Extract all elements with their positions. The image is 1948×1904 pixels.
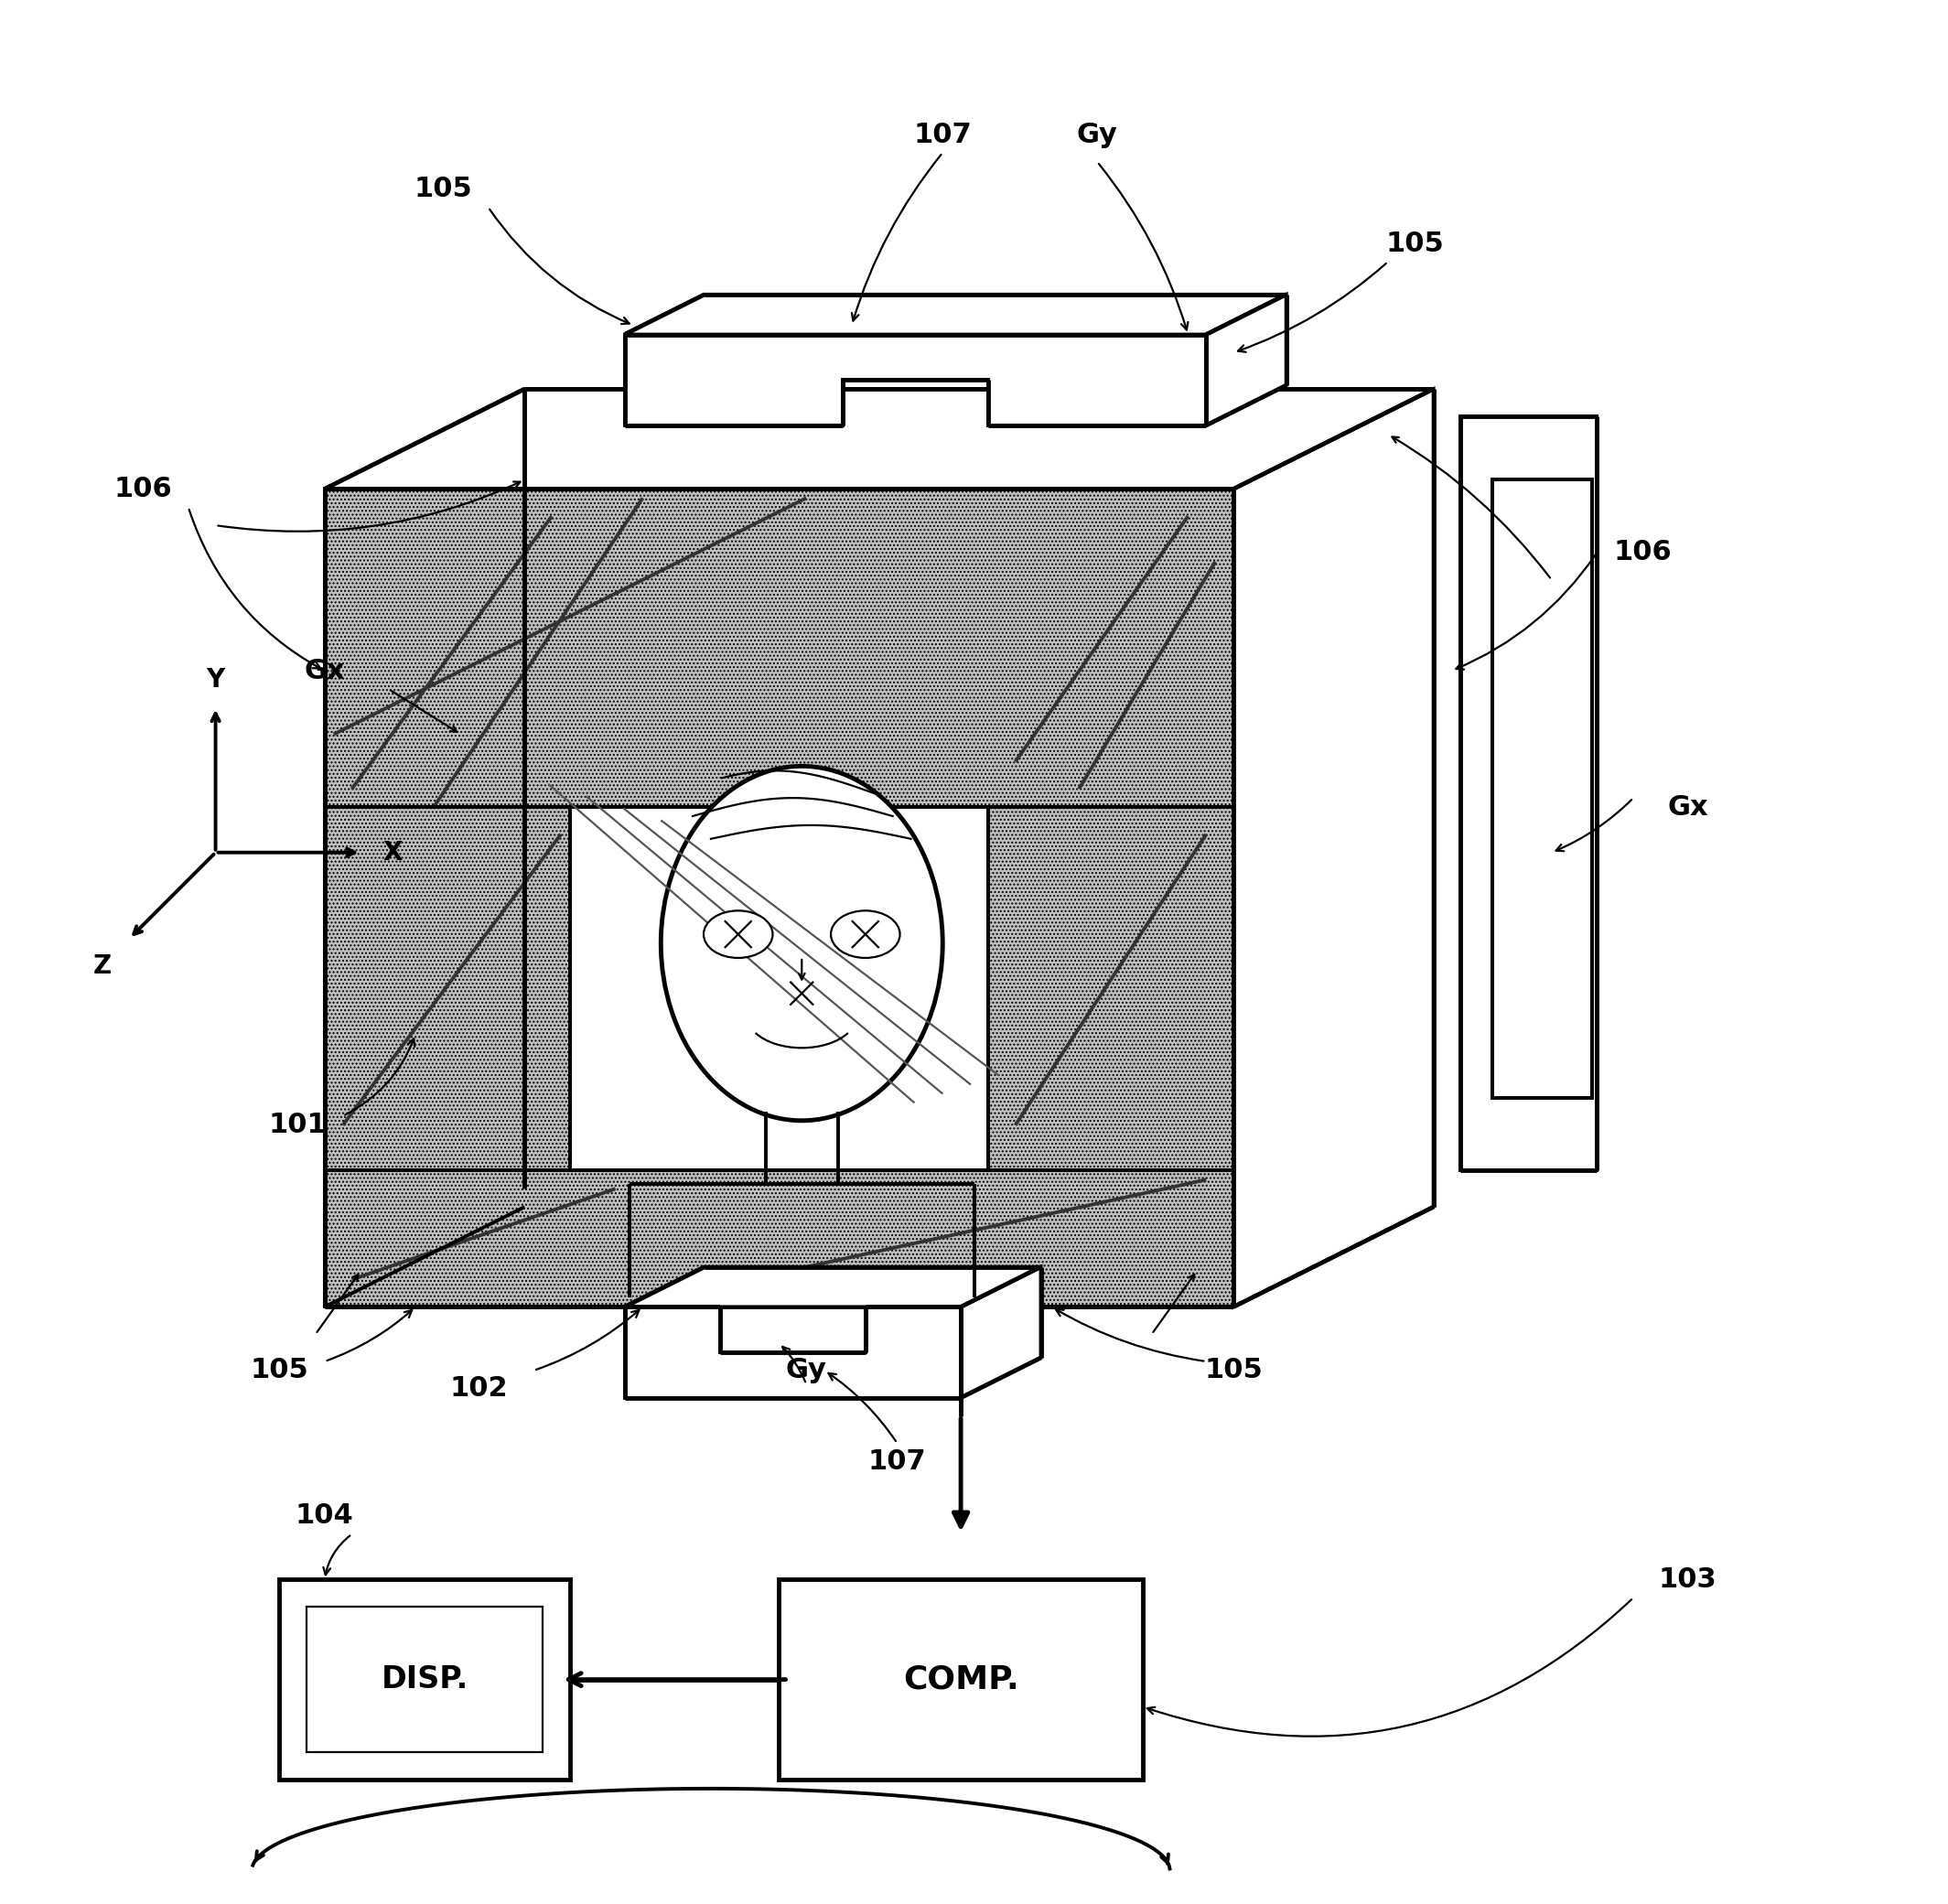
Text: 104: 104 bbox=[296, 1502, 355, 1529]
Text: X: X bbox=[384, 840, 403, 864]
Text: 106: 106 bbox=[113, 476, 171, 503]
Text: Z: Z bbox=[94, 954, 111, 979]
Polygon shape bbox=[325, 1171, 1233, 1306]
Ellipse shape bbox=[660, 765, 943, 1121]
Text: Y: Y bbox=[206, 666, 224, 693]
Polygon shape bbox=[325, 807, 571, 1171]
Text: Gy: Gy bbox=[785, 1358, 826, 1384]
Polygon shape bbox=[325, 388, 1434, 489]
Text: 102: 102 bbox=[450, 1375, 508, 1401]
Text: 103: 103 bbox=[1660, 1567, 1716, 1594]
Polygon shape bbox=[625, 295, 1286, 335]
Polygon shape bbox=[1233, 388, 1434, 1306]
Bar bbox=[571, 807, 988, 1171]
Text: Gy: Gy bbox=[1077, 122, 1118, 149]
Text: 105: 105 bbox=[1387, 230, 1443, 257]
Text: Gx: Gx bbox=[1667, 794, 1708, 821]
Polygon shape bbox=[625, 1306, 960, 1398]
Bar bbox=[779, 1580, 1143, 1780]
Text: 101: 101 bbox=[269, 1112, 327, 1139]
Text: 105: 105 bbox=[1204, 1358, 1262, 1384]
Text: Gx: Gx bbox=[304, 657, 345, 684]
Polygon shape bbox=[988, 807, 1233, 1171]
Text: 107: 107 bbox=[869, 1449, 927, 1476]
Text: DISP.: DISP. bbox=[382, 1664, 468, 1695]
Text: 106: 106 bbox=[1613, 539, 1671, 565]
Ellipse shape bbox=[703, 910, 773, 958]
Bar bbox=[1492, 480, 1593, 1099]
Polygon shape bbox=[325, 489, 1233, 807]
Polygon shape bbox=[1206, 295, 1286, 425]
Polygon shape bbox=[625, 1266, 1040, 1306]
Text: 107: 107 bbox=[914, 122, 972, 149]
Bar bbox=[279, 1580, 571, 1780]
Bar bbox=[1461, 417, 1597, 1171]
Polygon shape bbox=[625, 335, 1206, 425]
Text: 105: 105 bbox=[413, 175, 471, 202]
Text: COMP.: COMP. bbox=[902, 1664, 1019, 1695]
Text: 105: 105 bbox=[249, 1358, 308, 1384]
Polygon shape bbox=[960, 1266, 1040, 1398]
Ellipse shape bbox=[832, 910, 900, 958]
Bar bbox=[306, 1607, 543, 1752]
